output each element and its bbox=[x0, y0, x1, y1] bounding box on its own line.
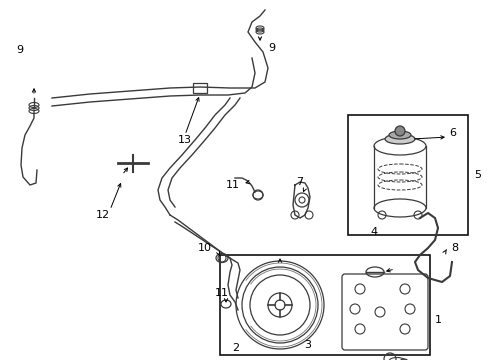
Text: 8: 8 bbox=[450, 243, 458, 253]
Text: 11: 11 bbox=[215, 288, 228, 298]
Text: 9: 9 bbox=[17, 45, 23, 55]
Text: 2: 2 bbox=[232, 343, 239, 353]
Bar bbox=[347, 115, 467, 235]
Text: 10: 10 bbox=[198, 243, 212, 253]
Text: 13: 13 bbox=[178, 135, 192, 145]
Bar bbox=[193, 83, 206, 93]
Ellipse shape bbox=[384, 134, 414, 144]
Text: 9: 9 bbox=[268, 43, 275, 53]
Text: 7: 7 bbox=[296, 177, 303, 187]
Text: 4: 4 bbox=[370, 227, 377, 237]
Bar bbox=[220, 255, 429, 355]
Ellipse shape bbox=[388, 131, 410, 139]
Text: 12: 12 bbox=[96, 210, 110, 220]
Text: 6: 6 bbox=[448, 128, 456, 138]
Text: 5: 5 bbox=[473, 170, 481, 180]
Circle shape bbox=[394, 126, 404, 136]
Text: 11: 11 bbox=[225, 180, 240, 190]
Text: 3: 3 bbox=[304, 340, 311, 350]
Text: 1: 1 bbox=[434, 315, 441, 325]
